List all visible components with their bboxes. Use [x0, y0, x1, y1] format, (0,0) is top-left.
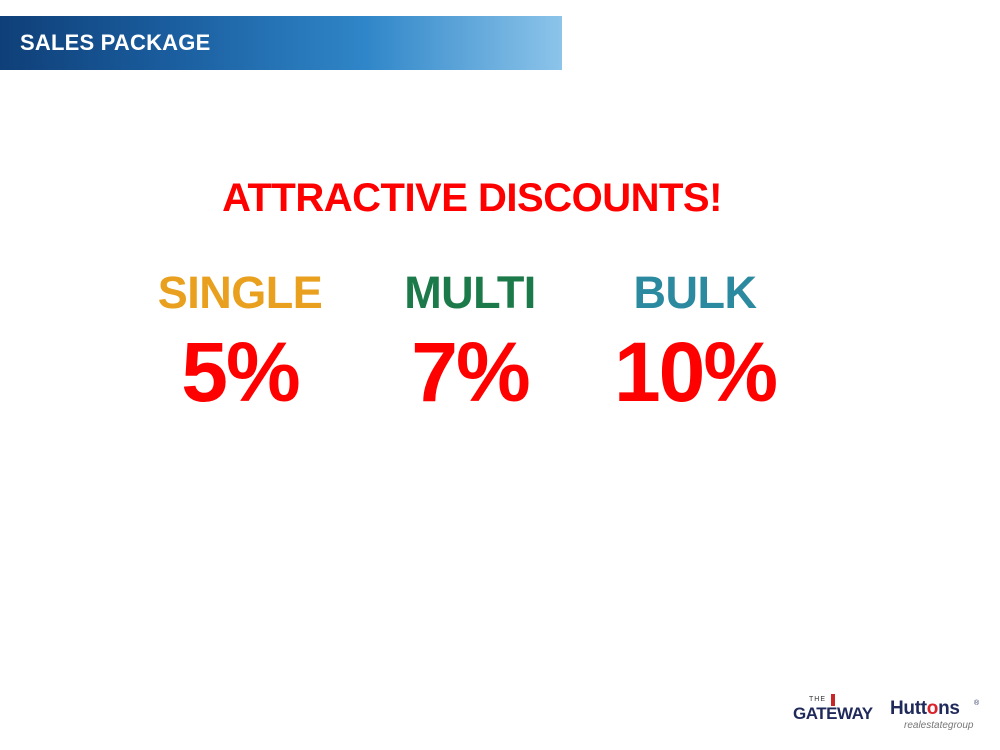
tier-label-bulk: BULK	[633, 267, 757, 318]
registered-mark: ®	[974, 700, 980, 707]
huttons-logo: Huttons ® realestategroup	[890, 698, 986, 734]
huttons-logo-text: Huttons	[890, 698, 960, 720]
gateway-logo-prefix: THE	[809, 696, 826, 703]
huttons-logo-o: o	[926, 698, 939, 719]
tower-icon	[831, 694, 835, 706]
gateway-logo: THE GATEWAY	[793, 694, 875, 728]
tier-discount-bulk: 10%	[613, 325, 778, 419]
tier-label-multi: MULTI	[404, 267, 536, 318]
header-banner: SALES PACKAGE	[0, 16, 562, 70]
huttons-logo-subtitle: realestategroup	[904, 720, 974, 731]
tier-single: SINGLE 5%	[140, 262, 340, 420]
huttons-logo-text-start: Hutt	[890, 698, 927, 719]
tier-discount-single: 5%	[181, 325, 300, 419]
huttons-logo-text-end: ns	[938, 698, 960, 719]
tier-bulk: BULK 10%	[595, 262, 795, 420]
gateway-logo-text: GATEWAY	[793, 704, 873, 723]
tier-label-single: SINGLE	[157, 267, 323, 318]
headline: ATTRACTIVE DISCOUNTS!	[222, 176, 722, 220]
tier-multi: MULTI 7%	[370, 262, 570, 420]
tier-discount-multi: 7%	[411, 325, 530, 419]
page-title: SALES PACKAGE	[20, 30, 211, 55]
